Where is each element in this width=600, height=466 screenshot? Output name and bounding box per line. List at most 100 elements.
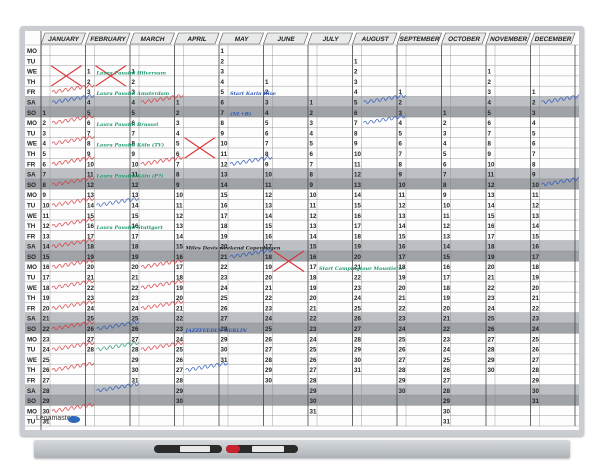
day-number: 18: [176, 275, 183, 282]
day-number: 14: [399, 223, 406, 230]
day-number: 11: [221, 151, 228, 158]
cross-mark: [50, 65, 82, 87]
day-number: 5: [443, 151, 447, 158]
day-number: 14: [354, 192, 361, 199]
weekday-label: TH: [27, 295, 36, 302]
day-number: 6: [310, 151, 314, 158]
day-number: 23: [443, 336, 450, 343]
day-number: 19: [221, 233, 228, 240]
day-number: 12: [399, 202, 406, 209]
handwriting-scribble: [96, 341, 139, 351]
day-number: 16: [176, 254, 183, 261]
day-number: 18: [265, 254, 272, 261]
day-number: 10: [443, 202, 450, 209]
weekday-label: SA: [27, 388, 36, 395]
day-number: 24: [310, 336, 317, 343]
handwritten-note: Laura Pausini Amsterdam: [96, 91, 170, 97]
month-label-march: MARCH: [140, 36, 166, 43]
day-number: 16: [488, 223, 495, 230]
day-number: 14: [221, 182, 228, 189]
day-number: 26: [399, 347, 406, 354]
month-label-november: NOVEMBER: [489, 36, 528, 43]
day-number: 25: [176, 347, 183, 354]
weekday-label: SO: [27, 110, 36, 117]
day-number: 19: [132, 254, 139, 261]
handwriting-scribble: [363, 114, 406, 125]
day-number: 6: [87, 120, 91, 127]
day-number: 31: [310, 408, 317, 415]
weekday-label: MO: [27, 192, 37, 199]
day-number: 27: [354, 326, 361, 333]
day-number: 9: [354, 141, 358, 148]
month-header-cell: [485, 32, 531, 45]
day-number: 20: [488, 264, 495, 271]
day-number: 1: [354, 58, 358, 65]
day-number: 5: [43, 151, 47, 158]
day-number: 12: [176, 213, 183, 220]
day-number: 26: [443, 367, 450, 374]
day-number: 23: [399, 316, 406, 323]
day-number: 30: [532, 388, 539, 395]
handwriting-scribble: [51, 94, 95, 104]
day-number: 25: [221, 295, 228, 302]
day-number: 8: [399, 161, 403, 168]
day-number: 10: [176, 192, 183, 199]
day-number: 22: [87, 285, 94, 292]
weekend-row: [25, 395, 579, 406]
day-number: 2: [443, 120, 447, 127]
day-number: 6: [221, 99, 225, 106]
day-number: 16: [310, 254, 317, 261]
day-number: 1: [43, 110, 47, 117]
day-number: 17: [399, 254, 406, 261]
day-number: 11: [176, 202, 183, 209]
day-number: 31: [354, 367, 361, 374]
day-number: 28: [87, 347, 94, 354]
day-number: 9: [176, 182, 180, 189]
day-number: 15: [310, 244, 317, 251]
weekday-label: TU: [27, 419, 36, 426]
day-number: 9: [488, 151, 492, 158]
day-number: 12: [265, 192, 272, 199]
month-header-cell: [85, 32, 131, 45]
weekday-label: WE: [27, 141, 37, 148]
day-number: 13: [132, 192, 139, 199]
day-number: 11: [399, 192, 406, 199]
day-number: 6: [488, 120, 492, 127]
day-number: 6: [443, 161, 447, 168]
day-number: 5: [176, 141, 180, 148]
weekday-label: TU: [27, 202, 36, 209]
day-number: 23: [87, 295, 94, 302]
day-number: 7: [488, 130, 492, 137]
day-number: 31: [532, 398, 539, 405]
month-header-cell: [218, 32, 264, 45]
day-number: 5: [265, 120, 269, 127]
handwritten-note: Miles Davis weekend Copenhagen: [185, 245, 281, 251]
weekday-label: SA: [27, 172, 36, 179]
marker-tray: [34, 440, 570, 458]
weekday-label: SO: [27, 254, 36, 261]
day-number: 26: [310, 357, 317, 364]
weekday-label: FR: [27, 233, 36, 240]
handwriting-scribble: [140, 300, 184, 310]
day-number: 21: [132, 275, 139, 282]
day-number: 10: [488, 161, 495, 168]
day-number: 14: [132, 202, 139, 209]
day-number: 27: [488, 336, 495, 343]
day-number: 1: [310, 99, 314, 106]
month-label-july: JULY: [322, 36, 340, 43]
day-number: 26: [265, 336, 272, 343]
day-number: 18: [87, 244, 94, 251]
day-number: 6: [176, 151, 180, 158]
day-number: 1: [488, 69, 492, 76]
day-number: 13: [399, 213, 406, 220]
handwriting-scribble: [541, 176, 579, 187]
day-number: 21: [310, 305, 317, 312]
weekday-label: SA: [27, 99, 36, 106]
day-number: 30: [354, 357, 361, 364]
day-number: 6: [43, 161, 47, 168]
day-number: 26: [488, 326, 495, 333]
day-number: 10: [221, 141, 228, 148]
day-number: 18: [310, 275, 317, 282]
day-number: 29: [488, 357, 495, 364]
planner-grid: JANUARY FEBRUARY MARCH APRIL MAY JUNE JULY AUGU…: [25, 31, 579, 430]
